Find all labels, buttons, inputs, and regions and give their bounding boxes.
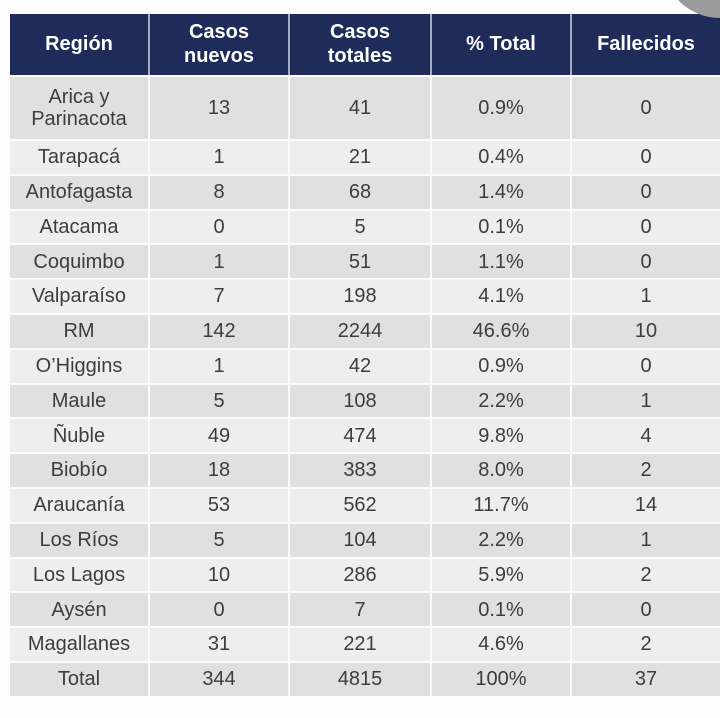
column-header-pct-total: % Total <box>432 14 570 75</box>
cell-casos-totales: 104 <box>290 523 430 557</box>
cell-pct-total: 4.6% <box>432 628 570 661</box>
cell-casos-totales: 41 <box>290 77 430 139</box>
cell-casos-nuevos: 18 <box>150 454 288 487</box>
cell-region: Atacama <box>10 210 148 244</box>
region-cases-table: Región Casos nuevos Casos totales % Tota… <box>10 14 720 696</box>
cell-region: RM <box>10 314 148 348</box>
cell-casos-totales: 4815 <box>290 662 430 696</box>
cell-casos-totales: 5 <box>290 210 430 244</box>
cell-fallecidos: 4 <box>572 419 720 453</box>
cell-region: Arica y Parinacota <box>10 77 148 139</box>
cell-casos-totales: 42 <box>290 349 430 383</box>
cell-region: Los Lagos <box>10 558 148 592</box>
cell-casos-nuevos: 1 <box>150 245 288 279</box>
cell-region: O’Higgins <box>10 349 148 383</box>
cell-fallecidos: 37 <box>572 662 720 696</box>
cell-pct-total: 0.1% <box>432 210 570 244</box>
cell-region: Biobío <box>10 454 148 487</box>
cell-pct-total: 0.4% <box>432 141 570 174</box>
cell-casos-nuevos: 0 <box>150 593 288 627</box>
cell-casos-nuevos: 344 <box>150 662 288 696</box>
column-header-casos-nuevos: Casos nuevos <box>150 14 288 75</box>
cell-casos-nuevos: 7 <box>150 280 288 313</box>
cell-casos-nuevos: 1 <box>150 349 288 383</box>
cell-fallecidos: 2 <box>572 628 720 661</box>
cell-pct-total: 4.1% <box>432 280 570 313</box>
cell-fallecidos: 0 <box>572 349 720 383</box>
cell-casos-nuevos: 1 <box>150 141 288 174</box>
cell-pct-total: 1.1% <box>432 245 570 279</box>
cell-casos-nuevos: 53 <box>150 488 288 522</box>
cell-region: Ñuble <box>10 419 148 453</box>
cell-casos-nuevos: 5 <box>150 523 288 557</box>
cell-casos-nuevos: 13 <box>150 77 288 139</box>
cell-pct-total: 2.2% <box>432 523 570 557</box>
cell-pct-total: 9.8% <box>432 419 570 453</box>
cell-fallecidos: 0 <box>572 210 720 244</box>
cell-pct-total: 2.2% <box>432 384 570 418</box>
cell-casos-totales: 198 <box>290 280 430 313</box>
cell-pct-total: 100% <box>432 662 570 696</box>
cell-pct-total: 1.4% <box>432 175 570 209</box>
cell-casos-nuevos: 0 <box>150 210 288 244</box>
cell-fallecidos: 0 <box>572 77 720 139</box>
cell-casos-totales: 474 <box>290 419 430 453</box>
column-header-fallecidos: Fallecidos <box>572 14 720 75</box>
cell-casos-nuevos: 5 <box>150 384 288 418</box>
cell-casos-totales: 21 <box>290 141 430 174</box>
cell-fallecidos: 1 <box>572 523 720 557</box>
cell-region: Maule <box>10 384 148 418</box>
cell-casos-totales: 383 <box>290 454 430 487</box>
cell-casos-nuevos: 8 <box>150 175 288 209</box>
cell-pct-total: 0.9% <box>432 349 570 383</box>
column-header-region: Región <box>10 14 148 75</box>
cell-casos-nuevos: 10 <box>150 558 288 592</box>
cell-pct-total: 11.7% <box>432 488 570 522</box>
cell-region: Tarapacá <box>10 141 148 174</box>
cell-fallecidos: 14 <box>572 488 720 522</box>
cell-casos-totales: 221 <box>290 628 430 661</box>
cell-region: Valparaíso <box>10 280 148 313</box>
column-header-casos-totales: Casos totales <box>290 14 430 75</box>
cell-region: Araucanía <box>10 488 148 522</box>
cell-fallecidos: 0 <box>572 175 720 209</box>
cell-casos-totales: 286 <box>290 558 430 592</box>
cell-region: Magallanes <box>10 628 148 661</box>
cell-fallecidos: 0 <box>572 245 720 279</box>
cell-casos-totales: 51 <box>290 245 430 279</box>
cell-region: Aysén <box>10 593 148 627</box>
cell-casos-totales: 7 <box>290 593 430 627</box>
table-body: Arica y Parinacota 13 41 0.9% 0 Tarapacá 1 21 0.… <box>10 77 720 696</box>
cell-fallecidos: 1 <box>572 384 720 418</box>
cell-pct-total: 8.0% <box>432 454 570 487</box>
cell-casos-nuevos: 49 <box>150 419 288 453</box>
cell-fallecidos: 10 <box>572 314 720 348</box>
cell-casos-nuevos: 31 <box>150 628 288 661</box>
cell-region: Coquimbo <box>10 245 148 279</box>
cell-region: Total <box>10 662 148 696</box>
table-header-row: Región Casos nuevos Casos totales % Tota… <box>10 14 720 75</box>
cell-fallecidos: 2 <box>572 454 720 487</box>
cell-fallecidos: 2 <box>572 558 720 592</box>
cell-pct-total: 46.6% <box>432 314 570 348</box>
cell-region: Los Ríos <box>10 523 148 557</box>
cell-fallecidos: 0 <box>572 593 720 627</box>
cell-casos-totales: 562 <box>290 488 430 522</box>
cell-pct-total: 5.9% <box>432 558 570 592</box>
cell-fallecidos: 1 <box>572 280 720 313</box>
cell-fallecidos: 0 <box>572 141 720 174</box>
cell-casos-totales: 108 <box>290 384 430 418</box>
cell-casos-totales: 2244 <box>290 314 430 348</box>
cell-pct-total: 0.9% <box>432 77 570 139</box>
cell-casos-nuevos: 142 <box>150 314 288 348</box>
cell-region: Antofagasta <box>10 175 148 209</box>
cell-pct-total: 0.1% <box>432 593 570 627</box>
cell-casos-totales: 68 <box>290 175 430 209</box>
